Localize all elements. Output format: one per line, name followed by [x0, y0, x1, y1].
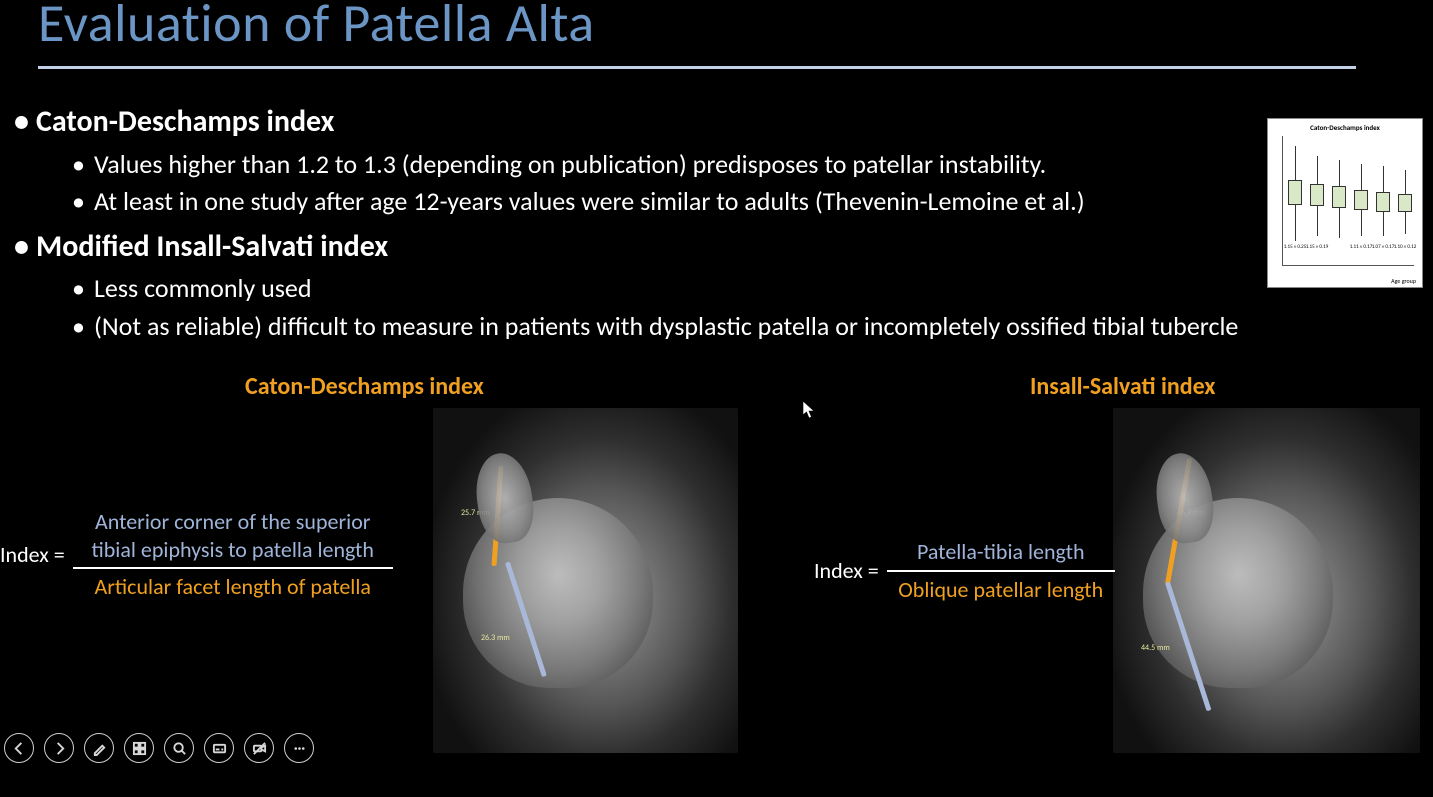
- subtitles-icon: [212, 741, 227, 756]
- cd-measure-top: 25.7 mm: [461, 508, 490, 518]
- bullet-1: Caton-Deschamps index: [36, 103, 334, 140]
- camera-off-button[interactable]: [244, 733, 274, 763]
- chart-thumb-xaxis-label: Age group: [1391, 277, 1416, 285]
- slide-sorter-button[interactable]: [124, 733, 154, 763]
- bullet-2-sub-1: Less commonly used: [94, 272, 312, 304]
- next-slide-button[interactable]: [44, 733, 74, 763]
- is-measure-bottom: 44.5 mm: [1141, 643, 1170, 653]
- prev-slide-button[interactable]: [4, 733, 34, 763]
- figure-2-title: Insall-Salvati index: [1030, 372, 1215, 401]
- mri-image-caton-deschamps: 25.7 mm 26.3 mm: [433, 408, 738, 753]
- is-line-denominator: [1165, 581, 1211, 711]
- figure-1-title: Caton-Deschamps index: [245, 372, 484, 401]
- cd-line-denominator: [505, 561, 547, 677]
- chevron-left-icon: [12, 741, 27, 756]
- chevron-right-icon: [52, 741, 67, 756]
- formula-1-prefix: Index =: [0, 541, 65, 568]
- title-underline: [38, 66, 1356, 69]
- ellipsis-icon: [292, 741, 307, 756]
- bullet-2: Modified Insall-Salvati index: [36, 228, 388, 265]
- bullet-1-sub-1: Values higher than 1.2 to 1.3 (depending…: [94, 148, 1046, 180]
- chart-thumb-plot: 1.15 ± 0.25 1.15 ± 0.19 1.11 ± 0.17 1.07…: [1282, 136, 1414, 266]
- formula-2-numerator: Patella-tibia length: [911, 538, 1091, 570]
- formula-1-numerator: Anterior corner of the superior tibial e…: [73, 508, 393, 567]
- grid-icon: [132, 741, 147, 756]
- slide-container: Evaluation of Patella Alta Caton-Descham…: [0, 0, 1433, 797]
- mri-image-insall-salvati: 46.7 mm 44.5 mm: [1113, 408, 1420, 753]
- formula-2-prefix: Index =: [814, 557, 879, 584]
- zoom-button[interactable]: [164, 733, 194, 763]
- cd-measure-bottom: 26.3 mm: [481, 633, 510, 643]
- formula-2-denominator: Oblique patellar length: [892, 572, 1109, 604]
- bullet-list: Caton-Deschamps index Values higher than…: [24, 100, 1274, 350]
- chart-thumbnail: Caton-Deschamps index 1.15 ± 0.25 1.15 ±…: [1267, 118, 1423, 288]
- formula-insall-salvati: Index = Patella-tibia length Oblique pat…: [814, 538, 1115, 603]
- bullet-1-sub-2: At least in one study after age 12-years…: [94, 185, 1085, 217]
- magnifier-icon: [172, 741, 187, 756]
- bullet-2-sub-2: (Not as reliable) difficult to measure i…: [94, 310, 1238, 342]
- pen-icon: [92, 741, 107, 756]
- formula-1-denominator: Articular facet length of patella: [89, 569, 377, 601]
- slide-title: Evaluation of Patella Alta: [38, 0, 595, 56]
- subtitles-button[interactable]: [204, 733, 234, 763]
- camera-off-icon: [252, 741, 267, 756]
- formula-caton-deschamps: Index = Anterior corner of the superior …: [0, 508, 393, 601]
- pen-tool-button[interactable]: [84, 733, 114, 763]
- cd-line-numerator: [492, 466, 504, 566]
- chart-thumb-title: Caton-Deschamps index: [1268, 123, 1422, 132]
- more-options-button[interactable]: [284, 733, 314, 763]
- is-line-numerator: [1165, 458, 1192, 585]
- presenter-toolbar: [2, 729, 316, 767]
- is-measure-top: 46.7 mm: [1177, 508, 1206, 518]
- cursor-icon: [802, 400, 816, 420]
